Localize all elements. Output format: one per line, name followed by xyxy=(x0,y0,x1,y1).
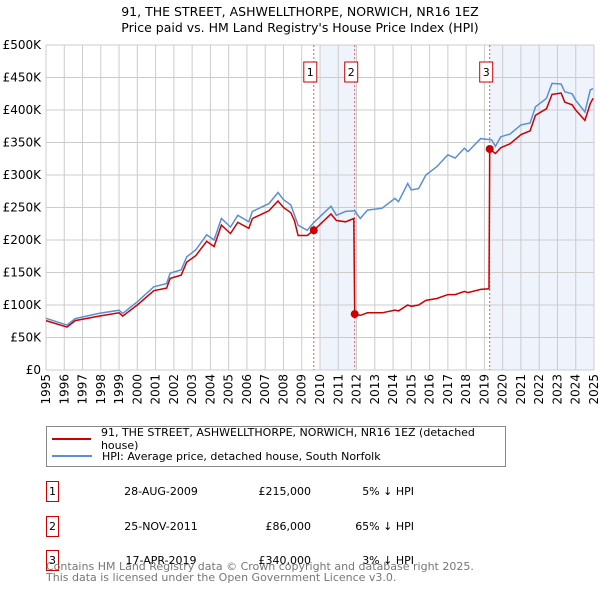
series-line xyxy=(45,82,594,326)
x-tick-label: 2019 xyxy=(477,374,491,405)
sale-marker-box xyxy=(303,61,318,83)
sale-point xyxy=(309,226,318,235)
y-tick-label: £200K xyxy=(3,233,43,247)
y-tick-label: £250K xyxy=(3,201,43,215)
y-tick-label: £350K xyxy=(3,136,43,150)
x-tick-label: 2000 xyxy=(130,374,144,405)
sale-date: 17-APR-2019 xyxy=(125,554,197,567)
sale-row: 1 28-AUG-2009 £215,000 5% ↓ HPI xyxy=(46,481,414,503)
x-tick-label: 2013 xyxy=(368,374,382,405)
x-tick-label: 1997 xyxy=(76,374,90,405)
sale-point xyxy=(485,145,494,153)
sale-date: 25-NOV-2011 xyxy=(124,520,198,533)
x-tick-label: 1999 xyxy=(112,374,126,405)
x-tick-label: 2001 xyxy=(149,374,163,405)
sale-hpi-diff: 5% ↓ HPI xyxy=(362,485,414,498)
x-tick-label: 2010 xyxy=(313,374,327,405)
y-tick-label: £400K xyxy=(3,103,43,117)
y-tick-label: £0 xyxy=(26,363,41,377)
sale-price: £215,000 xyxy=(258,485,312,498)
x-tick-label: 1995 xyxy=(39,374,53,405)
legend-item-hpi: HPI: Average price, detached house, Sout… xyxy=(52,448,381,464)
sale-marker-label: 1 xyxy=(307,66,314,79)
x-tick-label: 2021 xyxy=(514,374,528,405)
legend-swatch-red xyxy=(52,438,91,440)
sale-point xyxy=(350,310,359,319)
sale-row: 2 25-NOV-2011 £86,000 65% ↓ HPI xyxy=(46,516,414,538)
sale-marker-box xyxy=(344,61,359,83)
x-tick-label: 2006 xyxy=(240,374,254,405)
footer-line: This data is licensed under the Open Gov… xyxy=(46,571,397,584)
legend-item-property: 91, THE STREET, ASHWELLTHORPE, NORWICH, … xyxy=(52,426,505,452)
sale-price: £86,000 xyxy=(265,520,312,533)
sale-number: 1 xyxy=(46,481,59,502)
y-tick-label: £100K xyxy=(3,298,43,312)
x-tick-label: 2015 xyxy=(404,374,418,405)
x-tick-label: 2008 xyxy=(276,374,290,405)
y-tick-label: £450K xyxy=(3,71,43,85)
chart-legend: 91, THE STREET, ASHWELLTHORPE, NORWICH, … xyxy=(46,426,506,467)
footer-line: Contains HM Land Registry data © Crown c… xyxy=(46,560,474,573)
x-tick-label: 2003 xyxy=(185,374,199,405)
legend-label: 91, THE STREET, ASHWELLTHORPE, NORWICH, … xyxy=(100,426,475,452)
x-tick-label: 2007 xyxy=(258,374,272,405)
x-tick-label: 2005 xyxy=(222,374,236,405)
x-tick-label: 1996 xyxy=(57,374,71,405)
sale-marker-label: 2 xyxy=(348,66,355,79)
sale-marker-label: 3 xyxy=(483,66,490,79)
legend-swatch-blue xyxy=(52,455,92,457)
x-tick-label: 2020 xyxy=(496,374,510,405)
sale-hpi-diff: 3% ↓ HPI xyxy=(362,554,414,567)
chart-title: 91, THE STREET, ASHWELLTHORPE, NORWICH, … xyxy=(121,4,479,19)
sale-hpi-diff: 65% ↓ HPI xyxy=(355,520,414,533)
y-tick-label: £300K xyxy=(3,168,43,182)
x-tick-label: 2012 xyxy=(350,374,364,405)
sale-row: 3 17-APR-2019 £340,000 3% ↓ HPI xyxy=(46,550,414,572)
x-tick-label: 2022 xyxy=(532,374,546,405)
chart-subtitle: Price paid vs. HM Land Registry's House … xyxy=(121,20,478,35)
x-tick-label: 2009 xyxy=(295,374,309,405)
footer: Contains HM Land Registry data © Crown c… xyxy=(46,561,474,583)
x-tick-label: 2016 xyxy=(423,374,437,405)
x-tick-label: 2024 xyxy=(569,374,583,405)
y-tick-label: £150K xyxy=(3,266,43,280)
x-tick-label: 2014 xyxy=(386,374,400,405)
price-chart: 91, THE STREET, ASHWELLTHORPE, NORWICH, … xyxy=(3,4,600,405)
sale-date: 28-AUG-2009 xyxy=(124,485,198,498)
sale-price: £340,000 xyxy=(258,554,312,567)
x-tick-label: 2002 xyxy=(167,374,181,405)
x-tick-label: 1998 xyxy=(94,374,108,405)
x-tick-label: 2011 xyxy=(331,374,345,405)
x-tick-label: 2018 xyxy=(459,374,473,405)
sale-marker-box xyxy=(479,61,494,83)
sale-number: 3 xyxy=(46,550,59,571)
x-tick-label: 2023 xyxy=(550,374,564,405)
legend-label: HPI: Average price, detached house, Sout… xyxy=(102,449,381,463)
sale-number: 2 xyxy=(46,516,59,537)
x-tick-label: 2017 xyxy=(441,374,455,405)
y-tick-label: £500K xyxy=(3,38,43,52)
y-tick-label: £50K xyxy=(10,331,42,345)
x-tick-label: 2025 xyxy=(587,374,600,405)
x-tick-label: 2004 xyxy=(203,374,217,405)
